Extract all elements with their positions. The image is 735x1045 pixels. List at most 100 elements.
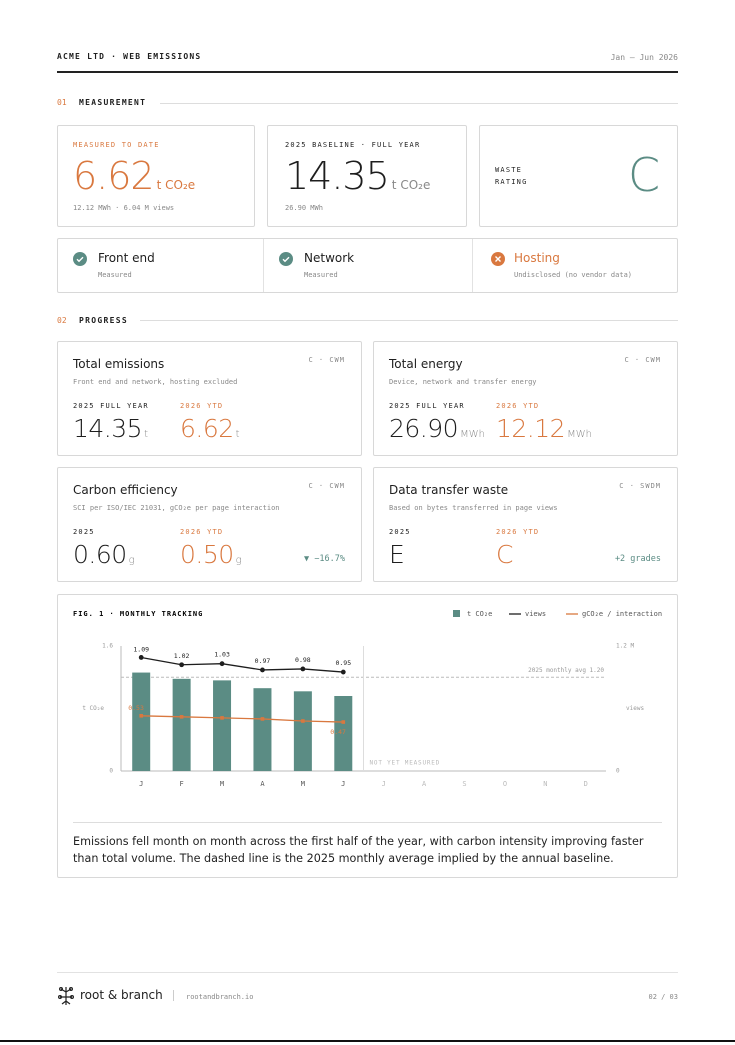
scope-row: Front end Measured Network Measured Host… [57, 238, 678, 293]
unit: MWh [460, 429, 485, 440]
chart-title: FIG. 1 · MONTHLY TRACKING [73, 610, 203, 618]
value: 14.35 [285, 154, 390, 198]
col-label: 2025 FULL YEAR [73, 402, 149, 410]
brand: root & branch [80, 988, 163, 1002]
scope-status: Undisclosed (no vendor data) [514, 271, 633, 279]
col-value: 12.12 MWh [496, 414, 592, 443]
cross-icon [491, 252, 505, 266]
card-tag: C · SWDM [619, 482, 661, 490]
bar [172, 678, 191, 771]
point [260, 667, 265, 673]
legend-label: t CO₂e [467, 610, 492, 618]
figure-card: FIG. 1 · MONTHLY TRACKING 0 1.6 0 1.2 M t CO… [57, 594, 678, 878]
col-value: 0.50 g [180, 540, 242, 569]
y-axis-label: t CO₂e [82, 705, 104, 712]
legend-swatch [453, 610, 460, 617]
rating-grade: C [628, 148, 661, 202]
rule [57, 71, 678, 73]
unit: t [235, 429, 240, 440]
point [301, 719, 305, 723]
x-tick-label: A [422, 780, 427, 788]
unit: t CO₂e [391, 178, 431, 192]
unit: MWh [567, 429, 592, 440]
note: NOT YET MEASURED [370, 760, 441, 767]
card-title: Total emissions [73, 357, 165, 371]
scope-name: Hosting [514, 251, 560, 265]
caption: Emissions fell month on month across the… [73, 835, 644, 865]
card-title: Total energy [389, 357, 463, 371]
rule [73, 822, 662, 823]
point [138, 655, 144, 660]
card-desc: Based on bytes transferred in page views [389, 504, 558, 512]
footer-url: rootandbranch.io [186, 993, 254, 1001]
x-tick-label: J [139, 780, 143, 788]
rule [0, 1040, 735, 1042]
card-label: 2025 BASELINE · FULL YEAR [285, 141, 421, 149]
point [341, 720, 346, 724]
check-icon [279, 252, 293, 266]
card-note: 26.90 MWh [285, 204, 323, 212]
line [141, 656, 344, 673]
point [340, 669, 346, 675]
x-tick-label: O [503, 780, 507, 788]
data-label: 0.97 [255, 657, 271, 665]
data-label: 1.02 [174, 652, 190, 660]
change: ▼ −16.7% [304, 554, 345, 564]
card-label: MEASURED TO DATE [73, 141, 160, 149]
unit: t [144, 429, 148, 440]
col-label: 2026 YTD [180, 528, 224, 536]
point [179, 715, 184, 719]
col-label: 2025 [73, 528, 95, 536]
point [219, 661, 225, 667]
section-number: 02 [57, 316, 67, 325]
unit: g [235, 555, 242, 566]
col-value: 6.62 t [180, 414, 240, 443]
point [220, 716, 224, 720]
card-value: 6.62 t CO₂e [73, 154, 195, 198]
rule [140, 320, 678, 321]
data-label: 1.09 [133, 645, 149, 653]
bar [213, 680, 232, 771]
data-label: 0.53 [128, 704, 144, 712]
x-tick-label: F [180, 780, 184, 788]
value: 0.60 [73, 540, 127, 569]
progress-card: Total energy C · CWM Device, network and t… [373, 341, 678, 456]
col-value: 0.60 g [73, 540, 135, 569]
x-tick-label: M [301, 780, 305, 788]
value: 6.62 [73, 154, 155, 198]
value: 26.90 [389, 414, 459, 443]
section-number: 01 [57, 98, 67, 107]
logo-icon [58, 986, 75, 1005]
card-tag: C · CWM [624, 356, 661, 364]
unit: t CO₂e [156, 178, 196, 192]
progress-card: Total emissions C · CWM Front end and netw… [57, 341, 362, 456]
progress-card: Carbon efficiency C · CWM SCI per ISO/IEC … [57, 467, 362, 582]
card-title: Data transfer waste [389, 483, 509, 497]
col-label: 2026 YTD [180, 402, 224, 410]
card-value: 14.35 t CO₂e [285, 154, 430, 198]
scope-status: Measured [98, 271, 132, 279]
y2-tick-label: 1.2 M [616, 643, 634, 650]
value: 0.50 [180, 540, 234, 569]
col-label: 2026 YTD [496, 402, 540, 410]
data-label: 0.47 [330, 728, 346, 736]
change: +2 grades [614, 554, 661, 564]
point [179, 662, 185, 668]
rating-card: WASTE RATING C [479, 125, 678, 227]
scope-status: Measured [304, 271, 338, 279]
section-heading: PROGRESS [79, 316, 128, 325]
scope-name: Network [304, 251, 355, 265]
card-note: 12.12 MWh · 6.04 M views [73, 204, 175, 212]
x-tick-label: N [543, 780, 547, 788]
period: Jan – Jun 2026 [610, 53, 678, 62]
card-desc: Front end and network, hosting excluded [73, 378, 238, 386]
y-tick-label: 1.6 [102, 643, 113, 650]
col-label: 2026 YTD [496, 528, 540, 536]
col-label: 2025 FULL YEAR [389, 402, 465, 410]
unit: g [128, 555, 135, 566]
x-tick-label: J [382, 780, 386, 788]
rule [57, 972, 678, 973]
point [260, 717, 265, 721]
x-tick-label: A [260, 780, 265, 788]
value: 14.35 [73, 414, 143, 443]
